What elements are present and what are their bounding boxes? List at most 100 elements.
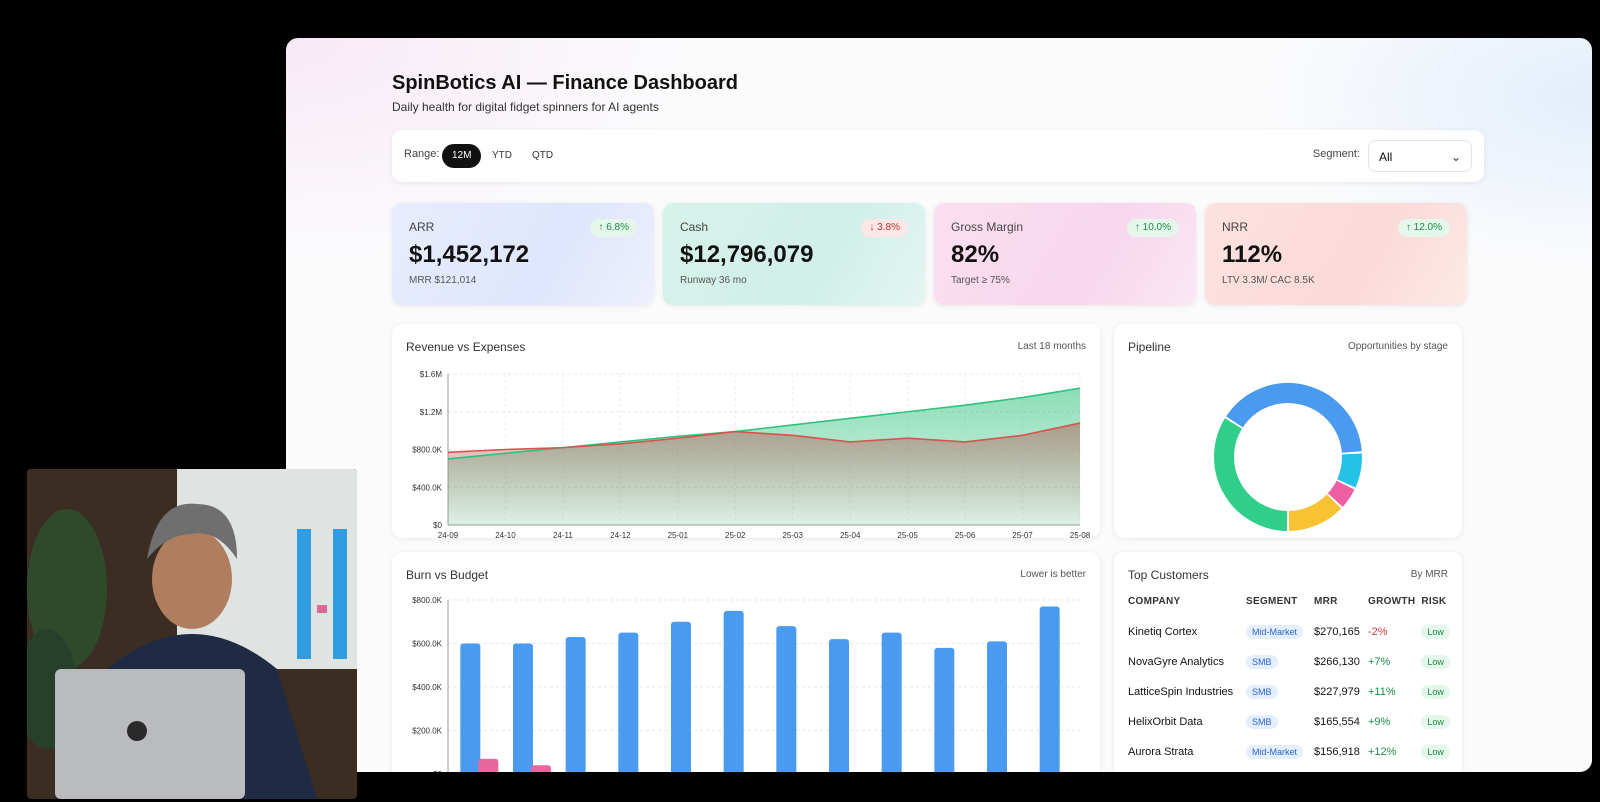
- x-tick-label: 25-05: [897, 531, 918, 538]
- card-title: Burn vs Budget: [406, 568, 489, 582]
- table-row[interactable]: HelixOrbit Data SMB $165,554 +9% Low: [1128, 707, 1456, 737]
- table-header-row: COMPANY SEGMENT MRR GROWTH RISK: [1128, 596, 1456, 617]
- y-tick-label: $0: [433, 770, 442, 772]
- cell-segment: SMB: [1246, 677, 1314, 707]
- cell-company: Kinetiq Cortex: [1128, 617, 1246, 647]
- spend-bar: [513, 643, 533, 772]
- cell-growth: +11%: [1368, 677, 1421, 707]
- cell-company: HelixOrbit Data: [1128, 707, 1246, 737]
- revenue-expenses-chart: $0 $400.0K $800.0K $1.2M $1.6M 24-09 24-10 24-1…: [412, 370, 1091, 538]
- filter-toolbar: Range: 12M YTD QTD Segment: All ⌄: [392, 130, 1484, 182]
- x-tick-label: 25-07: [1012, 531, 1033, 538]
- table-row[interactable]: LatticeSpin Industries SMB $227,979 +11% Low: [1128, 677, 1456, 707]
- spend-bar: [565, 636, 586, 772]
- kpi-delta-badge: ↑ 12.0%: [1397, 219, 1450, 237]
- risk-badge: Low: [1421, 685, 1450, 699]
- company-name: Aurora Strata: [1128, 746, 1194, 758]
- range-ytd-button[interactable]: YTD: [492, 150, 512, 161]
- company-name: LatticeSpin Industries: [1128, 686, 1234, 698]
- kpi-label: NRR: [1222, 220, 1248, 234]
- x-tick-label: 25-08: [1070, 531, 1091, 538]
- column-header-company[interactable]: COMPANY: [1128, 596, 1181, 607]
- risk-badge: Low: [1421, 655, 1450, 669]
- cell-growth: -2%: [1368, 617, 1421, 647]
- mrr-value: $266,130: [1314, 656, 1360, 668]
- card-note: Opportunities by stage: [1347, 341, 1448, 352]
- chevron-down-icon: ⌄: [1450, 150, 1461, 164]
- x-tick-label: 25-06: [955, 531, 976, 538]
- kpi-card-arr: ARR ↑ 6.8% $1,452,172 MRR $121,014: [392, 203, 654, 305]
- top-customers-card: Top Customers By MRR COMPANY SEGMENT MRR…: [1114, 552, 1462, 772]
- segment-pill: Mid-Market: [1246, 625, 1304, 639]
- burn-budget-chart: $0$200.0K$400.0K$600.0K$800.0K24-0924-10…: [412, 596, 1080, 772]
- x-tick-label: 25-03: [782, 531, 803, 538]
- cell-mrr: $165,554: [1314, 707, 1368, 737]
- dashboard-screen: SpinBotics AI — Finance Dashboard Daily …: [286, 38, 1592, 772]
- webcam-overlay: [27, 469, 357, 799]
- growth-value: +9%: [1368, 716, 1391, 728]
- range-qtd-button[interactable]: QTD: [532, 150, 554, 161]
- x-tick-label: 24-10: [495, 531, 516, 538]
- pipeline-card: Pipeline Opportunities by stage: [1114, 324, 1462, 538]
- budget-bar: [531, 765, 551, 772]
- risk-badge: Low: [1421, 715, 1450, 729]
- kpi-label: ARR: [409, 220, 435, 234]
- cell-segment: SMB: [1246, 647, 1314, 677]
- kpi-sub: Runway 36 mo: [680, 275, 747, 286]
- table-row[interactable]: Aurora Strata Mid-Market $156,918 +12% Low: [1128, 737, 1456, 767]
- column-header-growth[interactable]: GROWTH: [1368, 596, 1416, 607]
- y-tick-label: $400.0K: [412, 683, 442, 692]
- spend-bar: [671, 621, 691, 772]
- arrow-up-icon: ↑: [1405, 222, 1411, 233]
- cell-risk: Low: [1421, 617, 1456, 647]
- kpi-card-gross-margin: Gross Margin ↑ 10.0% 82% Target ≥ 75%: [934, 203, 1196, 305]
- kpi-value: 112%: [1222, 241, 1283, 268]
- y-tick-label: $800.0K: [412, 446, 442, 455]
- expenses-line: [447, 422, 1081, 454]
- y-tick-label: $1.6M: [420, 370, 443, 379]
- x-tick-label: 25-01: [668, 531, 689, 538]
- cell-segment: Mid-Market: [1246, 617, 1314, 647]
- card-note: Lower is better: [1020, 569, 1086, 580]
- pipeline-slice: [1214, 418, 1288, 531]
- cell-risk: Low: [1421, 647, 1456, 677]
- y-tick-label: $1.2M: [420, 408, 443, 417]
- card-title: Revenue vs Expenses: [406, 340, 526, 354]
- table-row[interactable]: NovaGyre Analytics SMB $266,130 +7% Low: [1128, 647, 1456, 677]
- mrr-value: $156,918: [1314, 746, 1360, 758]
- segment-select[interactable]: All ⌄: [1368, 140, 1472, 172]
- kpi-sub: LTV 3.3M/ CAC 8.5K: [1222, 275, 1315, 286]
- pipeline-slice: [1288, 494, 1342, 531]
- y-tick-label: $400.0K: [412, 483, 442, 492]
- mrr-value: $227,979: [1314, 686, 1360, 698]
- budget-bar: [478, 758, 499, 772]
- segment-pill: SMB: [1246, 715, 1278, 729]
- cell-segment: Mid-Market: [1246, 737, 1314, 767]
- segment-pill: Mid-Market: [1246, 745, 1304, 759]
- kpi-sub: MRR $121,014: [409, 275, 477, 286]
- cell-growth: +9%: [1368, 707, 1421, 737]
- column-header-segment[interactable]: SEGMENT: [1246, 596, 1298, 607]
- pipeline-slice: [1327, 480, 1355, 507]
- cell-company: LatticeSpin Industries: [1128, 677, 1246, 707]
- kpi-delta-badge: ↓ 3.8%: [861, 219, 908, 237]
- card-title: Top Customers: [1128, 568, 1209, 582]
- cell-segment: SMB: [1246, 707, 1314, 737]
- cell-company: Aurora Strata: [1128, 737, 1246, 767]
- cell-mrr: $156,918: [1314, 737, 1368, 767]
- range-12m-button[interactable]: 12M: [442, 144, 482, 168]
- y-tick-label: $200.0K: [412, 727, 442, 736]
- arrow-down-icon: ↓: [869, 222, 875, 233]
- y-tick-label: $800.0K: [412, 596, 442, 605]
- customers-table: COMPANY SEGMENT MRR GROWTH RISK Kinetiq …: [1128, 596, 1456, 767]
- cell-risk: Low: [1421, 737, 1456, 767]
- kpi-label: Gross Margin: [951, 220, 1024, 234]
- mrr-value: $165,554: [1314, 716, 1360, 728]
- kpi-delta-badge: ↑ 6.8%: [590, 219, 637, 237]
- card-title: Pipeline: [1128, 340, 1171, 354]
- column-header-mrr[interactable]: MRR: [1314, 596, 1338, 607]
- column-header-risk[interactable]: RISK: [1421, 596, 1447, 607]
- x-tick-label: 25-04: [840, 531, 861, 538]
- growth-value: +11%: [1368, 686, 1396, 698]
- table-row[interactable]: Kinetiq Cortex Mid-Market $270,165 -2% Low: [1128, 617, 1456, 647]
